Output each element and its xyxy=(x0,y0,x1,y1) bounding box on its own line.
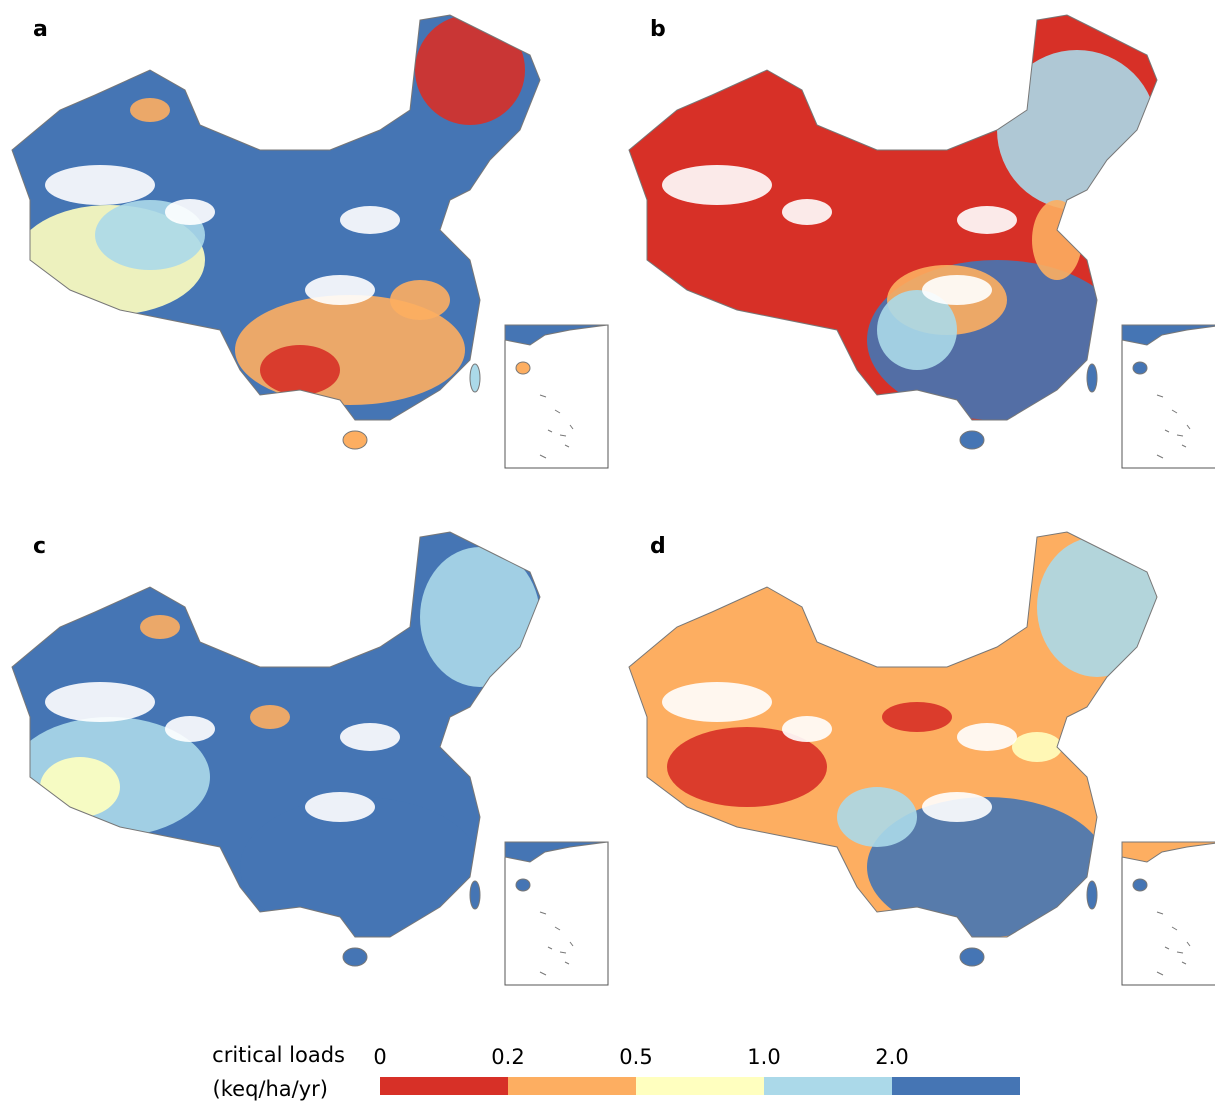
panel-label: d xyxy=(650,534,666,559)
inset-box xyxy=(505,842,608,985)
legend-tick-label: 1.0 xyxy=(747,1045,780,1069)
map-panel: a xyxy=(12,15,608,468)
region xyxy=(40,757,120,817)
island xyxy=(470,364,480,392)
region xyxy=(957,206,1017,234)
legend-swatch xyxy=(380,1077,508,1095)
legend-swatch xyxy=(764,1077,892,1095)
region xyxy=(140,615,180,639)
inset-box xyxy=(1122,325,1215,468)
inset-islands xyxy=(1157,395,1190,458)
region xyxy=(305,275,375,305)
region xyxy=(250,705,290,729)
region xyxy=(340,723,400,751)
panel-label: a xyxy=(33,17,48,42)
island xyxy=(1087,881,1097,909)
island xyxy=(960,431,984,449)
inset-coast xyxy=(505,325,608,345)
legend-swatch xyxy=(892,1077,1020,1095)
region xyxy=(922,792,992,822)
inset-islands xyxy=(540,912,573,975)
legend-title: (keq/ha/yr) xyxy=(213,1077,328,1101)
inset-coast xyxy=(1122,842,1215,862)
region xyxy=(340,206,400,234)
region xyxy=(882,702,952,732)
map-panel: b xyxy=(629,15,1215,468)
legend-title: critical loads xyxy=(212,1043,345,1067)
island xyxy=(470,881,480,909)
map-panel: c xyxy=(10,532,608,985)
region xyxy=(922,275,992,305)
legend-tick-label: 2.0 xyxy=(875,1045,908,1069)
figure: critical loads (keq/ha/yr) a b c d 0 0.2 0.5 1.… xyxy=(0,0,1215,1107)
region xyxy=(1037,537,1157,677)
island xyxy=(1087,364,1097,392)
region xyxy=(165,199,215,225)
inset-box xyxy=(1122,842,1215,985)
inset-island xyxy=(1133,879,1147,891)
inset-islands xyxy=(540,395,573,458)
region xyxy=(662,165,772,205)
inset-island xyxy=(516,362,530,374)
inset-box xyxy=(505,325,608,468)
region xyxy=(130,98,170,122)
region xyxy=(782,199,832,225)
region xyxy=(782,716,832,742)
region xyxy=(45,682,155,722)
region xyxy=(1032,200,1082,280)
legend-swatch xyxy=(508,1077,636,1095)
region xyxy=(260,345,340,395)
legend-swatch xyxy=(636,1077,764,1095)
region xyxy=(390,280,450,320)
legend-tick-label: 0 xyxy=(373,1045,386,1069)
island xyxy=(343,431,367,449)
region xyxy=(305,792,375,822)
inset-coast xyxy=(505,842,608,862)
map-panel: d xyxy=(629,532,1215,985)
island xyxy=(960,948,984,966)
region xyxy=(957,723,1017,751)
inset-islands xyxy=(1157,912,1190,975)
region xyxy=(1012,732,1062,762)
region xyxy=(415,15,525,125)
inset-island xyxy=(1133,362,1147,374)
region xyxy=(45,165,155,205)
panel-label: c xyxy=(33,534,46,559)
region xyxy=(165,716,215,742)
region xyxy=(837,787,917,847)
island xyxy=(343,948,367,966)
inset-coast xyxy=(1122,325,1215,345)
region xyxy=(662,682,772,722)
legend-tick-label: 0.2 xyxy=(491,1045,524,1069)
inset-island xyxy=(516,879,530,891)
region xyxy=(997,50,1157,210)
legend-tick-label: 0.5 xyxy=(619,1045,652,1069)
panel-label: b xyxy=(650,17,666,42)
